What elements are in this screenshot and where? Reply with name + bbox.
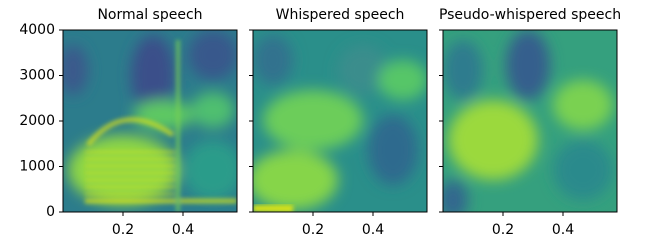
spectrogram [438, 30, 617, 220]
x-tick-label: 0.2 [112, 222, 134, 238]
x-tick-label: 0.2 [492, 222, 514, 238]
y-tick-label: 4000 [19, 22, 55, 38]
chart-title: Whispered speech [276, 7, 405, 23]
y-tick-label: 0 [46, 204, 55, 220]
x-tick-label: 0.4 [552, 222, 574, 238]
figure: Normal speech 0.2 0.4 0 1000 2000 3000 4000 Whis… [0, 0, 665, 242]
y-tick-label: 1000 [19, 159, 55, 175]
chart-title: Normal speech [97, 7, 202, 23]
x-tick-label: 0.2 [302, 222, 324, 238]
y-tick-label: 3000 [19, 68, 55, 84]
chart-title: Pseudo-whispered speech [439, 7, 621, 23]
y-tick-label: 2000 [19, 113, 55, 129]
spectrogram [248, 30, 428, 212]
x-tick-label: 0.4 [362, 222, 384, 238]
spectrogram [58, 30, 243, 212]
x-tick-label: 0.4 [172, 222, 194, 238]
